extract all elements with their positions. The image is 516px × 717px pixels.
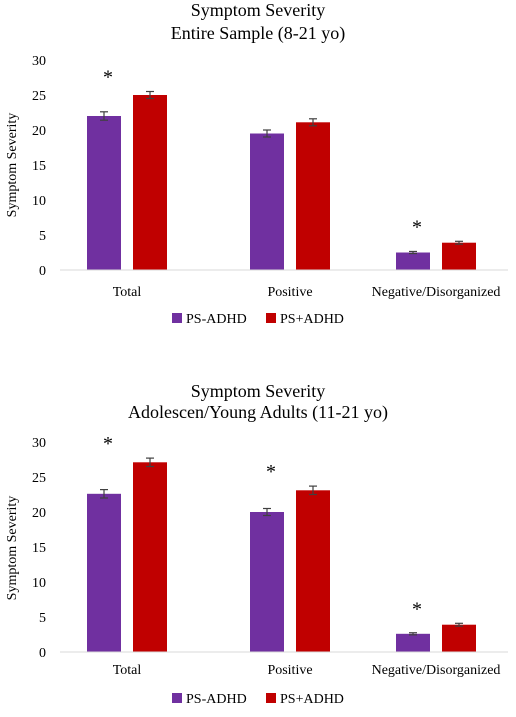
error-bars xyxy=(100,90,463,255)
error-bar xyxy=(146,457,154,468)
error-bar xyxy=(263,507,271,517)
error-bar xyxy=(309,485,317,496)
chart-subtitle: Adolescen/Young Adults (11-21 yo) xyxy=(128,402,388,423)
bar-ps-adhd-negative-disorganized xyxy=(442,624,476,652)
y-tick-label: 10 xyxy=(32,194,46,209)
legend-label: PS-ADHD xyxy=(186,692,247,707)
y-tick-label: 20 xyxy=(32,124,46,139)
legend-swatch xyxy=(172,313,182,323)
error-bars xyxy=(100,457,463,636)
error-bar xyxy=(409,632,417,636)
legend-label: PS+ADHD xyxy=(280,692,344,707)
legend-item: PS-ADHD xyxy=(172,692,247,707)
chart-title: Symptom Severity xyxy=(191,381,326,401)
legend-item: PS-ADHD xyxy=(172,312,247,327)
bar-ps-adhd-negative-disorganized xyxy=(442,242,476,270)
y-axis-label: Symptom Severity xyxy=(5,496,20,601)
y-axis-ticks: 0 5 10 15 20 25 30 xyxy=(32,436,46,661)
y-axis-label: Symptom Severity xyxy=(5,113,20,218)
bar-ps-adhd-total xyxy=(133,462,167,652)
bar-ps-adhd-total xyxy=(133,95,167,270)
error-bar xyxy=(100,489,108,499)
significance-markers: ** xyxy=(103,67,422,239)
x-category-label: Negative/Disorganized xyxy=(372,285,501,300)
y-axis-ticks: 0 5 10 15 20 25 30 xyxy=(32,54,46,279)
legend-label: PS-ADHD xyxy=(186,312,247,327)
x-axis-categories: Total Positive Negative/Disorganized xyxy=(113,285,501,300)
x-category-label: Negative/Disorganized xyxy=(372,663,501,678)
legend-swatch xyxy=(266,693,276,703)
significance-star: * xyxy=(103,67,113,89)
legend: PS-ADHD PS+ADHD xyxy=(172,312,344,327)
x-axis-categories: Total Positive Negative/Disorganized xyxy=(113,663,501,678)
error-bar xyxy=(263,129,271,138)
bar-ps-adhd-negative-disorganized xyxy=(396,252,430,270)
x-category-label: Positive xyxy=(267,663,312,678)
error-bar xyxy=(455,240,463,245)
significance-star: * xyxy=(103,433,113,455)
significance-star: * xyxy=(412,598,422,620)
bars xyxy=(87,95,476,270)
bar-ps-adhd-positive xyxy=(250,133,284,270)
x-category-label: Total xyxy=(113,663,142,678)
bar-ps-adhd-positive xyxy=(296,490,330,652)
legend: PS-ADHD PS+ADHD xyxy=(172,692,344,707)
x-category-label: Total xyxy=(113,285,142,300)
y-tick-label: 0 xyxy=(39,264,46,279)
y-tick-label: 10 xyxy=(32,576,46,591)
legend-label: PS+ADHD xyxy=(280,312,344,327)
y-tick-label: 15 xyxy=(32,541,46,556)
bar-ps-adhd-negative-disorganized xyxy=(396,633,430,652)
y-tick-label: 5 xyxy=(39,229,46,244)
legend-swatch xyxy=(266,313,276,323)
y-tick-label: 15 xyxy=(32,159,46,174)
error-bar xyxy=(309,118,317,127)
y-tick-label: 20 xyxy=(32,506,46,521)
error-bar xyxy=(100,111,108,121)
bar-ps-adhd-positive xyxy=(296,122,330,270)
bar-ps-adhd-positive xyxy=(250,512,284,652)
legend-item: PS+ADHD xyxy=(266,692,344,707)
bars xyxy=(87,462,476,652)
error-bar xyxy=(409,250,417,255)
y-tick-label: 0 xyxy=(39,646,46,661)
error-bar xyxy=(146,90,154,100)
significance-star: * xyxy=(412,216,422,238)
error-bar xyxy=(455,622,463,627)
legend-item: PS+ADHD xyxy=(266,312,344,327)
legend-swatch xyxy=(172,693,182,703)
significance-star: * xyxy=(266,461,276,483)
significance-markers: * * * xyxy=(103,433,422,620)
x-category-label: Positive xyxy=(267,285,312,300)
y-tick-label: 30 xyxy=(32,436,46,451)
chart-adolescent-young-adults: Symptom Severity Adolescen/Young Adults … xyxy=(5,381,508,707)
bar-ps-adhd-total xyxy=(87,116,121,270)
chart-subtitle: Entire Sample (8-21 yo) xyxy=(171,23,345,44)
y-tick-label: 25 xyxy=(32,89,46,104)
chart-entire-sample: Symptom Severity Entire Sample (8-21 yo)… xyxy=(5,0,508,327)
y-tick-label: 30 xyxy=(32,54,46,69)
y-tick-label: 5 xyxy=(39,611,46,626)
y-tick-label: 25 xyxy=(32,471,46,486)
chart-title: Symptom Severity xyxy=(191,0,326,20)
bar-ps-adhd-total xyxy=(87,493,121,652)
